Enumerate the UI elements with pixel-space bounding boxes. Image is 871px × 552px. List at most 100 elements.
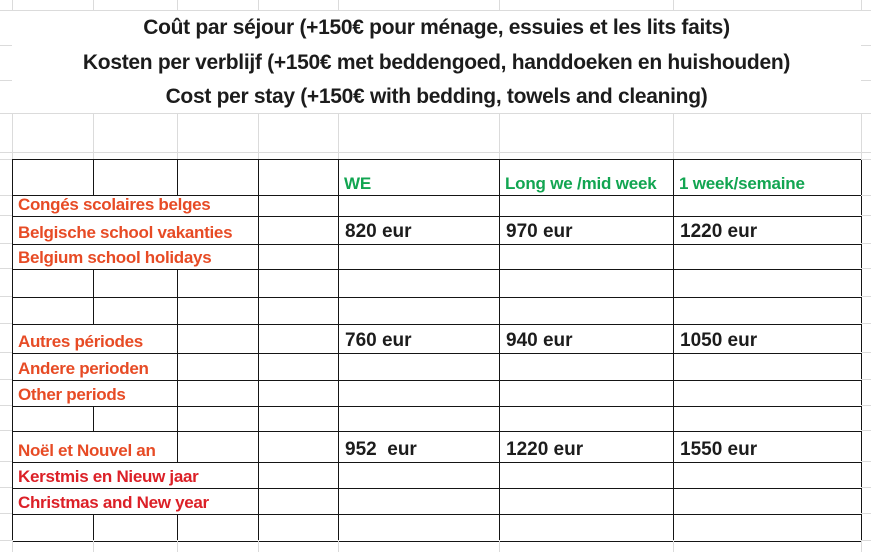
empty-cell[interactable] [258, 513, 339, 542]
gridline [0, 296, 12, 297]
price-cell[interactable]: 1050 eur [673, 323, 862, 354]
empty-cell[interactable] [338, 243, 500, 270]
empty-cell[interactable] [177, 268, 259, 298]
empty-cell[interactable] [258, 195, 339, 217]
gridline [93, 0, 94, 10]
empty-cell[interactable] [177, 513, 259, 542]
column-header[interactable]: Long we /mid week [499, 159, 674, 196]
empty-cell[interactable] [338, 379, 500, 407]
empty-cell[interactable] [258, 159, 339, 196]
empty-cell[interactable] [93, 268, 178, 298]
empty-cell[interactable] [258, 296, 339, 325]
empty-cell[interactable] [338, 487, 500, 515]
gridline [673, 540, 674, 552]
empty-cell[interactable] [338, 195, 500, 217]
empty-cell[interactable] [499, 513, 674, 542]
empty-cell[interactable] [93, 296, 178, 325]
empty-cell[interactable] [499, 268, 674, 298]
empty-cell[interactable] [258, 215, 339, 245]
empty-cell[interactable] [673, 487, 862, 515]
empty-cell[interactable] [499, 296, 674, 325]
empty-cell[interactable] [673, 352, 862, 381]
period-label[interactable]: Congés scolaires belges [12, 195, 259, 217]
empty-cell[interactable] [338, 405, 500, 432]
period-label[interactable]: Andere perioden [12, 352, 178, 381]
empty-cell[interactable] [12, 268, 94, 298]
empty-cell[interactable] [673, 379, 862, 407]
period-label[interactable]: Autres périodes [12, 323, 178, 354]
empty-cell[interactable] [258, 268, 339, 298]
empty-cell[interactable] [258, 430, 339, 463]
empty-cell[interactable] [258, 487, 339, 515]
empty-cell[interactable] [673, 195, 862, 217]
empty-cell[interactable] [499, 243, 674, 270]
empty-cell[interactable] [673, 243, 862, 270]
title-line-en: Cost per stay (+150€ with bedding, towel… [165, 85, 708, 108]
empty-cell[interactable] [338, 513, 500, 542]
table-row: Belgium school holidays [12, 243, 862, 270]
empty-cell[interactable] [12, 513, 94, 542]
price-cell[interactable]: 820 eur [338, 215, 500, 245]
gridline [861, 195, 871, 196]
gridline [861, 243, 871, 244]
price-cell[interactable]: 952 eur [338, 430, 500, 463]
empty-cell[interactable] [258, 379, 339, 407]
empty-cell[interactable] [338, 461, 500, 489]
empty-cell[interactable] [338, 296, 500, 325]
empty-cell[interactable] [93, 513, 178, 542]
price-cell[interactable]: 940 eur [499, 323, 674, 354]
table-row: Christmas and New year [12, 487, 862, 515]
column-header[interactable]: 1 week/semaine [673, 159, 862, 196]
empty-cell[interactable] [499, 461, 674, 489]
period-label[interactable]: Christmas and New year [12, 487, 259, 515]
price-cell[interactable]: 1220 eur [499, 430, 674, 463]
empty-cell[interactable] [12, 405, 94, 432]
empty-cell[interactable] [338, 352, 500, 381]
price-cell[interactable]: 970 eur [499, 215, 674, 245]
empty-cell[interactable] [258, 243, 339, 270]
empty-cell[interactable] [12, 296, 94, 325]
empty-cell[interactable] [258, 461, 339, 489]
empty-cell[interactable] [177, 379, 259, 407]
price-cell[interactable]: 1220 eur [673, 215, 862, 245]
empty-cell[interactable] [499, 352, 674, 381]
column-header[interactable]: WE [338, 159, 500, 196]
empty-cell[interactable] [177, 159, 259, 196]
empty-cell[interactable] [93, 405, 178, 432]
gridline [0, 195, 12, 196]
empty-cell[interactable] [673, 268, 862, 298]
gridline [0, 487, 12, 488]
gridline [861, 405, 871, 406]
empty-cell[interactable] [499, 195, 674, 217]
empty-cell[interactable] [177, 405, 259, 432]
period-label[interactable]: Belgische school vakanties [12, 215, 259, 245]
period-label[interactable]: Other periods [12, 379, 178, 407]
period-label[interactable]: Noël et Nouvel an [12, 430, 178, 463]
empty-cell[interactable] [258, 405, 339, 432]
empty-cell[interactable] [499, 379, 674, 407]
empty-cell[interactable] [12, 159, 94, 196]
empty-cell[interactable] [673, 405, 862, 432]
title-line-fr: Coût par séjour (+150€ pour ménage, essu… [143, 16, 730, 39]
empty-cell[interactable] [673, 461, 862, 489]
price-cell[interactable]: 760 eur [338, 323, 500, 354]
empty-cell[interactable] [499, 487, 674, 515]
empty-cell[interactable] [499, 405, 674, 432]
period-label[interactable]: Kerstmis en Nieuw jaar [12, 461, 259, 489]
empty-cell[interactable] [177, 296, 259, 325]
gridline [861, 159, 871, 160]
empty-cell[interactable] [177, 430, 259, 463]
empty-cell[interactable] [177, 352, 259, 381]
empty-cell[interactable] [338, 268, 500, 298]
empty-cell[interactable] [673, 513, 862, 542]
gridline [258, 0, 259, 10]
empty-cell[interactable] [258, 323, 339, 354]
empty-cell[interactable] [177, 323, 259, 354]
empty-cell[interactable] [258, 352, 339, 381]
period-label[interactable]: Belgium school holidays [12, 243, 259, 270]
empty-cell[interactable] [93, 159, 178, 196]
price-cell[interactable]: 1550 eur [673, 430, 862, 463]
empty-cell[interactable] [673, 296, 862, 325]
gridline [258, 113, 259, 159]
gridline [861, 296, 871, 297]
